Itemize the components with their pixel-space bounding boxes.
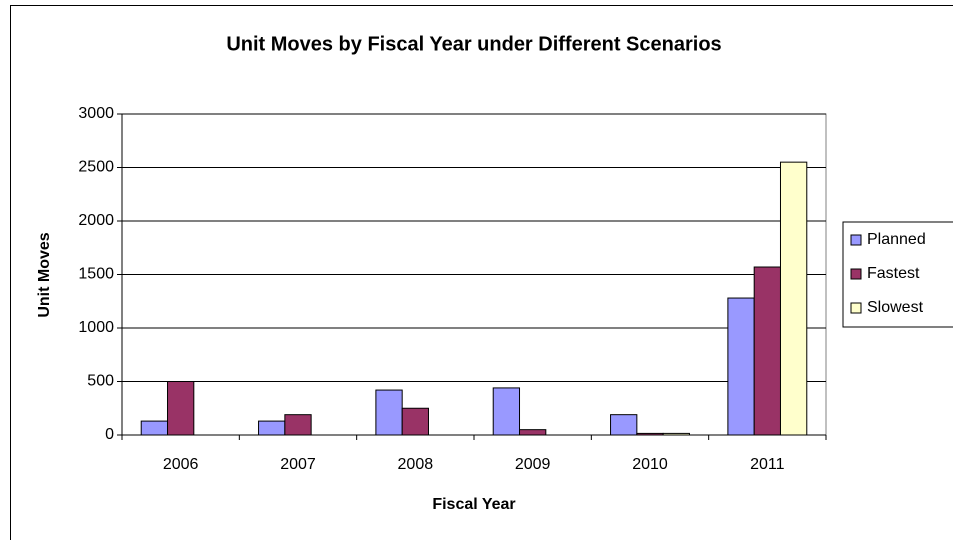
legend-label: Slowest (867, 299, 924, 316)
x-tick-label: 2006 (163, 456, 199, 473)
y-tick-label: 1500 (78, 266, 114, 283)
y-tick-label: 500 (87, 373, 114, 390)
legend-swatch (850, 268, 862, 280)
chart-title: Unit Moves by Fiscal Year under Differen… (226, 33, 721, 55)
bar (519, 429, 547, 436)
x-tick-label: 2008 (398, 456, 434, 473)
bar (140, 420, 169, 436)
bar (375, 389, 403, 436)
bar (636, 432, 664, 436)
bar (610, 414, 638, 436)
y-tick-label: 2500 (78, 159, 114, 176)
x-tick-label: 2011 (750, 456, 785, 473)
x-tick-label: 2009 (515, 456, 551, 473)
x-tick-label: 2010 (632, 456, 668, 473)
bar (727, 297, 755, 436)
legend-label: Fastest (867, 265, 920, 282)
y-tick-label: 0 (105, 426, 114, 443)
y-tick-label: 3000 (78, 105, 114, 122)
bar (662, 432, 690, 436)
y-tick-label: 1000 (78, 319, 114, 336)
bar (492, 387, 521, 436)
y-axis-label: Unit Moves (36, 232, 53, 317)
x-tick-label: 2007 (280, 456, 316, 473)
bar (779, 161, 808, 436)
bar (753, 266, 781, 436)
x-axis-label: Fiscal Year (432, 496, 515, 513)
y-tick-label: 2000 (78, 212, 114, 229)
legend-label: Planned (867, 231, 926, 248)
legend-swatch (850, 234, 862, 246)
bar (167, 381, 195, 436)
bar (258, 420, 286, 436)
bar (401, 407, 429, 436)
legend-swatch (850, 302, 862, 314)
bar (284, 414, 312, 436)
